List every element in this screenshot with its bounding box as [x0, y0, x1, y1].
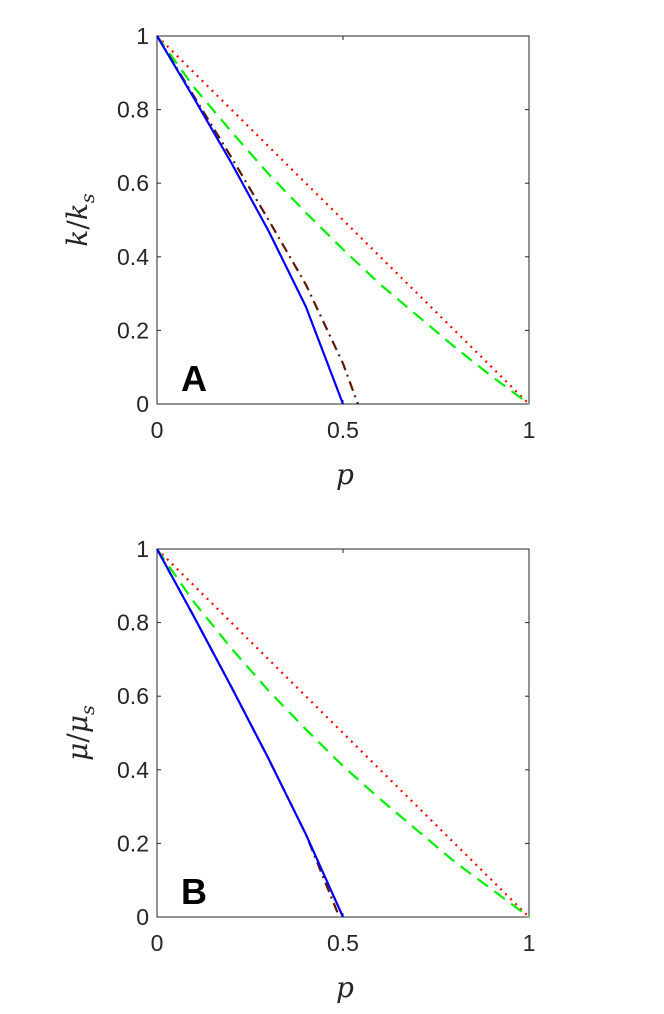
series-dashed-line — [156, 35, 530, 405]
y-tick-label: 0 — [136, 904, 149, 930]
y-tick-label: 0.4 — [117, 244, 149, 270]
panel-label: A — [181, 358, 207, 399]
series-solid-line — [156, 548, 345, 918]
y-tick-label: 0.2 — [117, 830, 149, 856]
y-tick-label: 0.4 — [117, 757, 149, 783]
y-axis-label-denominator: k — [61, 203, 94, 220]
y-tick-label: 0.8 — [117, 97, 149, 123]
y-axis-label-base: k — [61, 230, 94, 247]
y-tick-label: 0.6 — [117, 683, 149, 709]
panel-label: B — [181, 871, 207, 912]
x-tick-label: 1 — [523, 930, 536, 956]
y-tick-label: 0.2 — [117, 317, 149, 343]
x-axis-label: p — [336, 971, 354, 1004]
x-tick-label: 0.5 — [327, 930, 359, 956]
y-axis-label: k/ks — [61, 193, 99, 246]
y-tick-label: 0.8 — [117, 610, 149, 636]
y-axis-label-subscript: s — [77, 705, 99, 715]
x-tick-label: 0 — [151, 417, 164, 443]
x-tick-label: 1 — [523, 417, 536, 443]
y-axis-label-base: μ — [61, 743, 94, 761]
series-dashed-line — [156, 548, 530, 918]
x-axis-label: p — [336, 458, 354, 491]
x-tick-label: 0.5 — [327, 417, 359, 443]
series-solid-line — [156, 35, 345, 405]
y-tick-label: 1 — [136, 23, 149, 49]
y-axis-label-denominator: μ — [61, 715, 94, 733]
y-tick-label: 0.6 — [117, 170, 149, 196]
y-axis-label-subscript: s — [77, 193, 99, 203]
y-axis-label-slash: / — [61, 220, 94, 230]
x-tick-label: 0 — [151, 930, 164, 956]
y-tick-label: 1 — [136, 536, 149, 562]
y-tick-label: 0 — [136, 391, 149, 417]
y-axis-label: μ/μs — [61, 705, 99, 761]
y-axis-label-slash: / — [61, 733, 94, 743]
